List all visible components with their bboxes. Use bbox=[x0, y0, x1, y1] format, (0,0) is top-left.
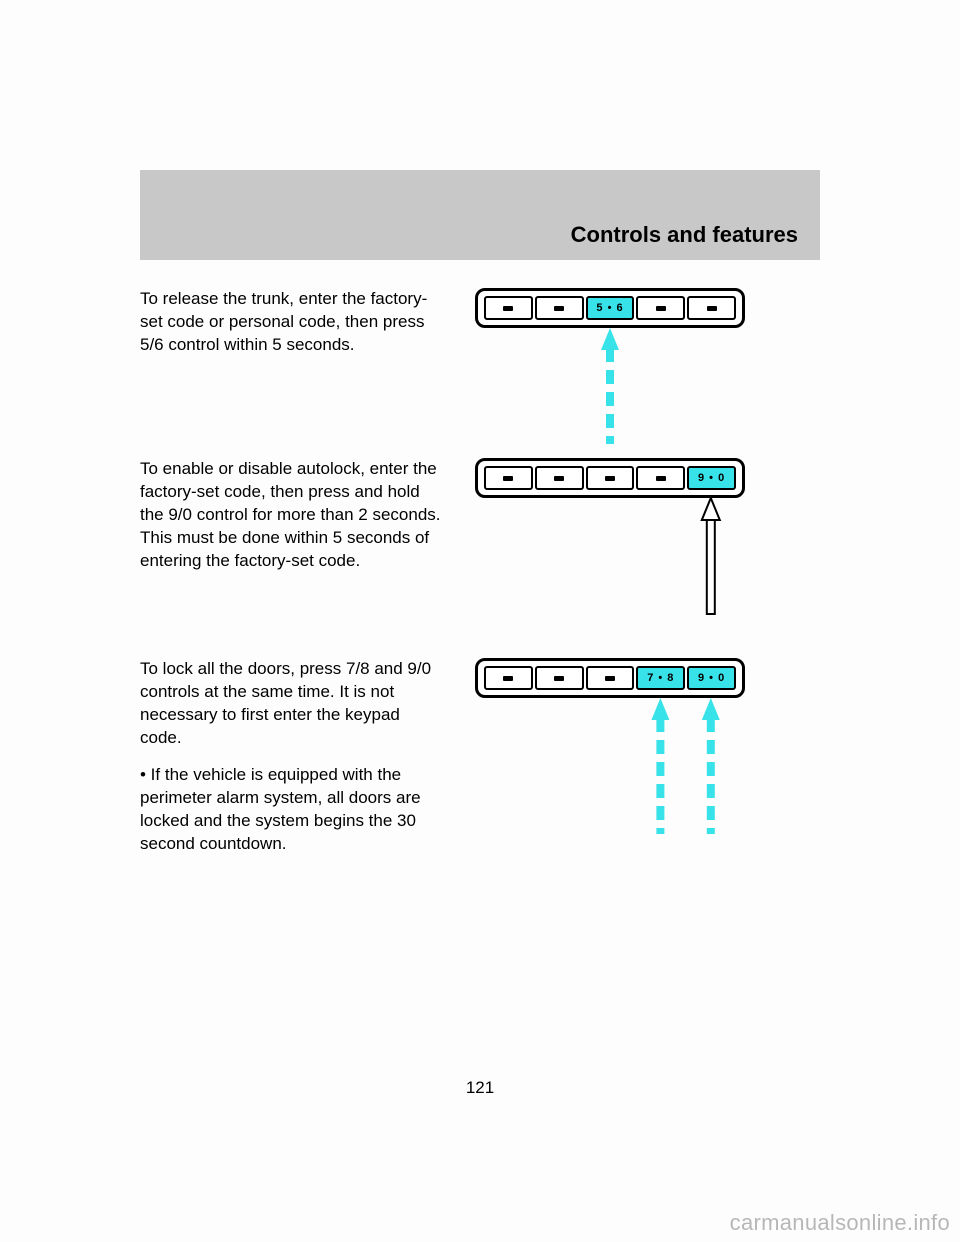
section2-text: To enable or disable autolock, enter the… bbox=[140, 458, 445, 573]
arrow-1 bbox=[475, 328, 745, 448]
keypad-key bbox=[687, 296, 736, 320]
keypad-key-label: 5 • 6 bbox=[596, 302, 623, 314]
keypad-2: 9 • 0 bbox=[475, 458, 745, 498]
keypad-fig-3: 7 • 8 9 • 0 bbox=[475, 658, 745, 698]
keypad-key-lit: 5 • 6 bbox=[586, 296, 635, 320]
keypad-key-label: 9 • 0 bbox=[698, 472, 725, 484]
keypad-fig-1: 5 • 6 bbox=[475, 288, 745, 328]
keypad-key bbox=[484, 466, 533, 490]
section1-text: To release the trunk, enter the factory-… bbox=[140, 288, 445, 357]
arrow-3 bbox=[475, 698, 745, 838]
keypad-key bbox=[586, 466, 635, 490]
keypad-fig-2: 9 • 0 bbox=[475, 458, 745, 498]
manual-page: Controls and features To release the tru… bbox=[140, 170, 820, 918]
keypad-key-label: 7 • 8 bbox=[647, 672, 674, 684]
section3-bullet: • If the vehicle is equipped with the pe… bbox=[140, 764, 445, 856]
keypad-key bbox=[535, 666, 584, 690]
header-bar: Controls and features bbox=[140, 170, 820, 260]
section1-paragraph: To release the trunk, enter the factory-… bbox=[140, 288, 445, 357]
keypad-key-lit: 9 • 0 bbox=[687, 666, 736, 690]
keypad-key-lit: 7 • 8 bbox=[636, 666, 685, 690]
keypad-1: 5 • 6 bbox=[475, 288, 745, 328]
section3-paragraph: To lock all the doors, press 7/8 and 9/0… bbox=[140, 658, 445, 750]
section3-text: To lock all the doors, press 7/8 and 9/0… bbox=[140, 658, 445, 856]
keypad-key bbox=[586, 666, 635, 690]
arrow-2 bbox=[475, 498, 745, 618]
watermark: carmanualsonline.info bbox=[730, 1210, 950, 1236]
keypad-key-lit: 9 • 0 bbox=[687, 466, 736, 490]
keypad-key-label: 9 • 0 bbox=[698, 672, 725, 684]
keypad-key bbox=[535, 466, 584, 490]
keypad-3: 7 • 8 9 • 0 bbox=[475, 658, 745, 698]
page-title: Controls and features bbox=[571, 222, 798, 248]
section2-paragraph: To enable or disable autolock, enter the… bbox=[140, 458, 445, 573]
keypad-key bbox=[636, 466, 685, 490]
keypad-key bbox=[636, 296, 685, 320]
page-number: 121 bbox=[140, 1078, 820, 1098]
keypad-key bbox=[484, 296, 533, 320]
keypad-key bbox=[535, 296, 584, 320]
keypad-key bbox=[484, 666, 533, 690]
